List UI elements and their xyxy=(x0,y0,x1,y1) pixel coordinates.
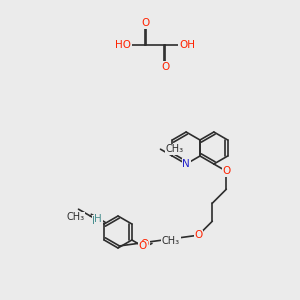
Text: CH₃: CH₃ xyxy=(66,212,85,222)
Text: O: O xyxy=(161,62,169,72)
Text: H: H xyxy=(92,216,100,226)
Text: H: H xyxy=(94,214,102,224)
Text: O: O xyxy=(222,166,230,176)
Text: O: O xyxy=(139,242,147,251)
Text: O: O xyxy=(141,18,149,28)
Text: OH: OH xyxy=(179,40,195,50)
Text: CH₃: CH₃ xyxy=(162,236,180,246)
Text: O: O xyxy=(141,239,149,249)
Text: O: O xyxy=(194,230,202,240)
Text: CH₃: CH₃ xyxy=(166,144,184,154)
Text: HO: HO xyxy=(115,40,131,50)
Text: N: N xyxy=(182,159,190,169)
